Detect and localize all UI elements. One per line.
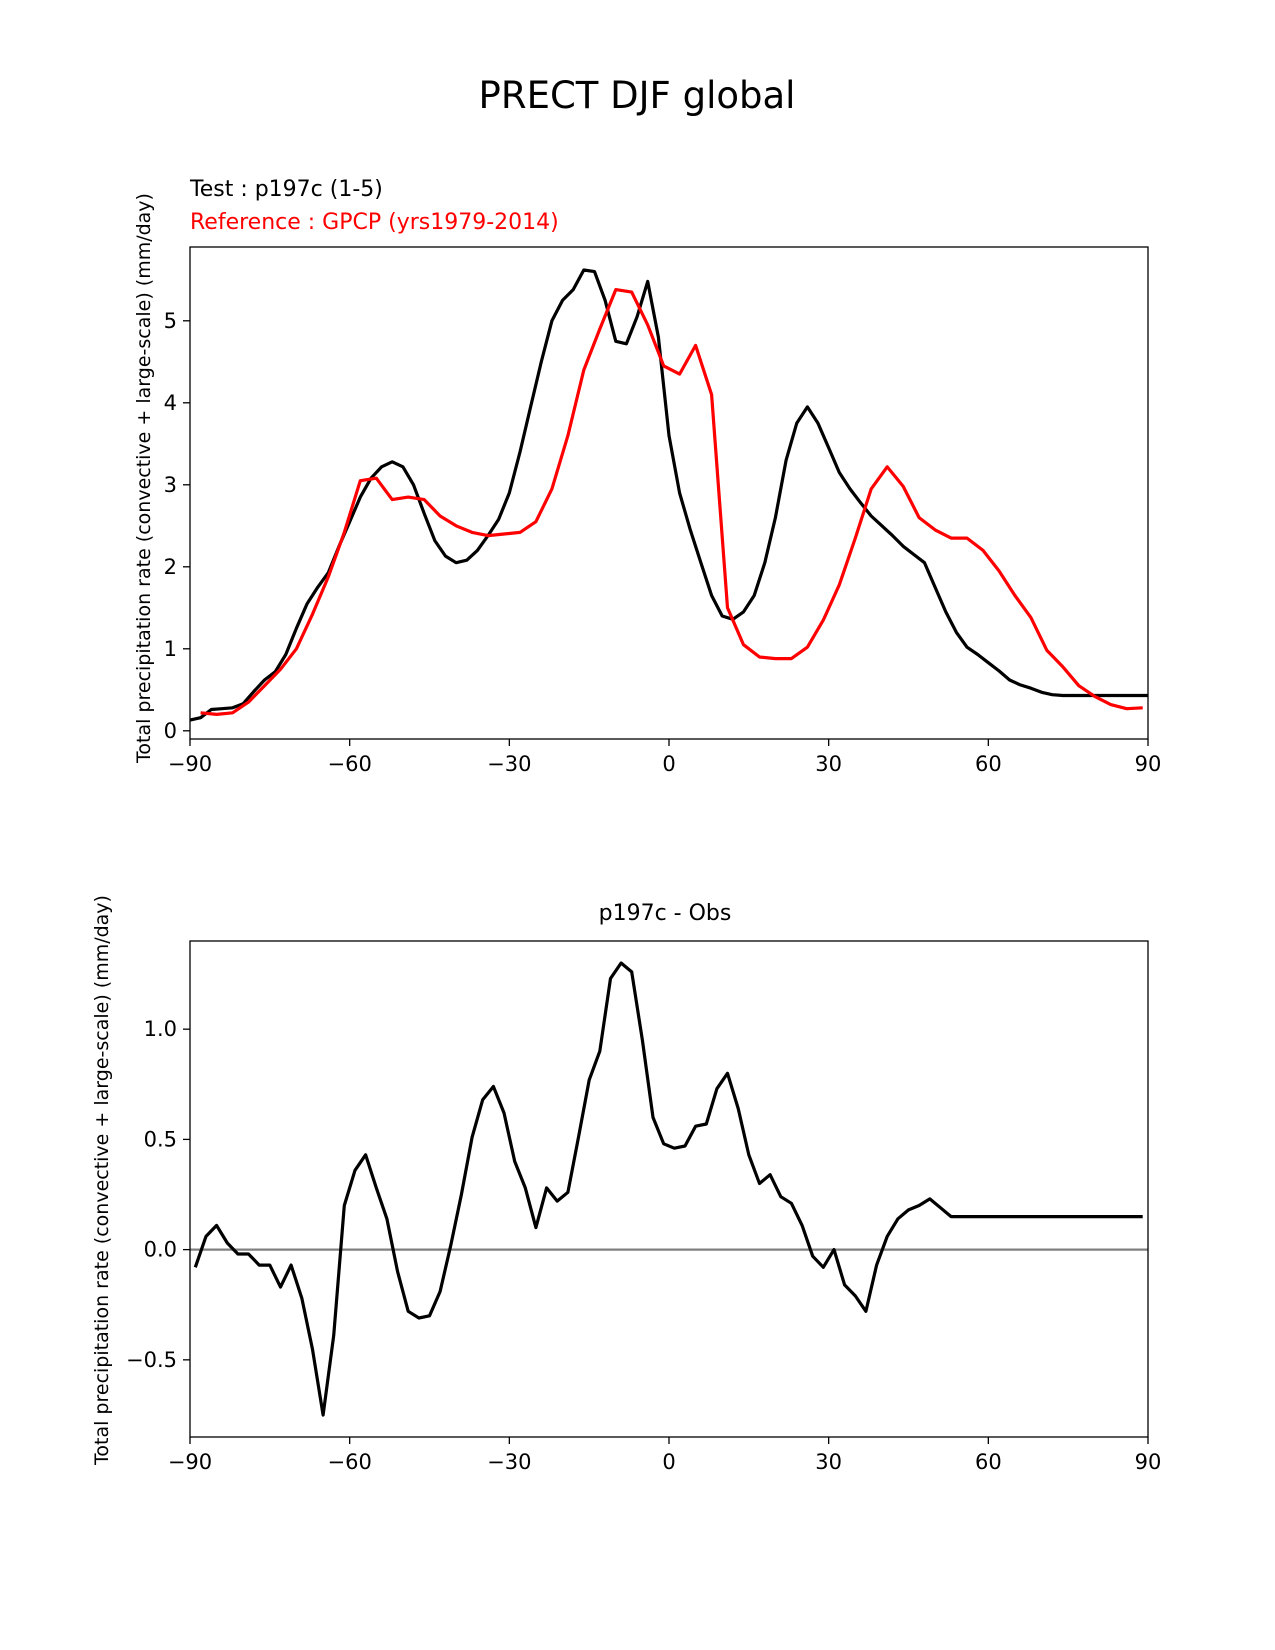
series-line-0: [189, 268, 1148, 722]
x-tick-label: −90: [168, 1450, 212, 1474]
x-tick-label: −60: [328, 1450, 372, 1474]
y-tick-label: 1.0: [144, 1017, 177, 1041]
bottom-title: p197c - Obs: [599, 901, 732, 926]
bottom-ylabel: Total precipitation rate (convective + l…: [91, 895, 113, 1466]
y-tick-label: 3: [164, 473, 177, 497]
x-tick-label: −30: [487, 752, 531, 776]
y-tick-label: 2: [164, 555, 177, 579]
x-tick-label: 90: [1135, 1450, 1162, 1474]
y-tick-label: −0.5: [126, 1348, 177, 1372]
y-tick-label: 0.0: [144, 1238, 177, 1262]
reference-label: Reference : GPCP (yrs1979-2014): [190, 210, 559, 235]
x-tick-label: 0: [662, 752, 675, 776]
x-tick-label: −30: [487, 1450, 531, 1474]
test-label: Test : p197c (1-5): [189, 177, 383, 202]
x-tick-label: −60: [328, 752, 372, 776]
y-tick-label: 0.5: [144, 1127, 177, 1151]
series-line-1: [200, 288, 1143, 717]
series-line-0: [193, 961, 1143, 1417]
figure-title: PRECT DJF global: [479, 74, 796, 117]
y-tick-label: 0: [164, 719, 177, 743]
x-tick-label: 60: [975, 1450, 1002, 1474]
x-tick-label: −90: [168, 752, 212, 776]
top-ylabel: Total precipitation rate (convective + l…: [133, 193, 155, 764]
bottom-plot-area: −90 −60 −30 0 30 60 90 −0.5 0.0 0.5 1.0: [126, 940, 1162, 1474]
x-tick-label: 30: [815, 1450, 842, 1474]
top-panel: Test : p197c (1-5) Reference : GPCP (yrs…: [133, 177, 1161, 776]
top-plot-area: −90 −60 −30 0 30 60 90 0 1 2 3 4 5: [164, 246, 1162, 776]
x-tick-label: 30: [815, 752, 842, 776]
y-tick-label: 5: [164, 309, 177, 333]
y-tick-label: 1: [164, 637, 177, 661]
x-tick-label: 0: [662, 1450, 675, 1474]
x-tick-label: 60: [975, 752, 1002, 776]
x-tick-label: 90: [1135, 752, 1162, 776]
y-tick-label: 4: [164, 391, 177, 415]
bottom-panel: p197c - Obs Total precipitation rate (co…: [91, 895, 1161, 1474]
